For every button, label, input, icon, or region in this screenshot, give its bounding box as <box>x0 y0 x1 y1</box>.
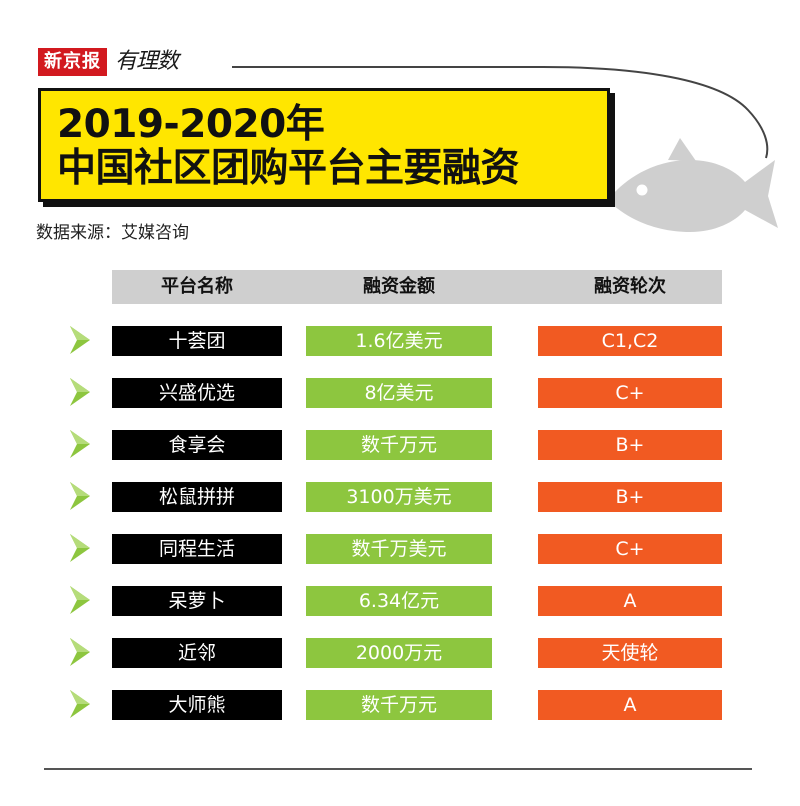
table-row: 松鼠拼拼 3100万美元 B+ <box>0 482 800 512</box>
funding-round: A <box>538 690 722 720</box>
platform-name: 同程生活 <box>112 534 282 564</box>
funding-round: C+ <box>538 378 722 408</box>
platform-name: 大师熊 <box>112 690 282 720</box>
footer-divider <box>44 768 752 770</box>
funding-amount: 2000万元 <box>306 638 492 668</box>
funding-round: A <box>538 586 722 616</box>
table-row: 兴盛优选 8亿美元 C+ <box>0 378 800 408</box>
title-line-1: 2019-2020年 <box>57 102 325 147</box>
funding-amount: 数千万元 <box>306 430 492 460</box>
title-line-2: 中国社区团购平台主要融资 <box>57 146 520 191</box>
arrow-icon <box>70 378 90 406</box>
platform-name: 近邻 <box>112 638 282 668</box>
table-row: 呆萝卜 6.34亿元 A <box>0 586 800 616</box>
funding-round: 天使轮 <box>538 638 722 668</box>
brand-name: 新京报 <box>38 48 107 76</box>
funding-amount: 8亿美元 <box>306 378 492 408</box>
funding-amount: 6.34亿元 <box>306 586 492 616</box>
arrow-icon <box>70 690 90 718</box>
header-amount: 融资金额 <box>363 276 435 297</box>
funding-amount: 1.6亿美元 <box>306 326 492 356</box>
brand-logo: 新京报 有理数 <box>38 48 179 76</box>
platform-name: 兴盛优选 <box>112 378 282 408</box>
table-row: 十荟团 1.6亿美元 C1,C2 <box>0 326 800 356</box>
funding-amount: 数千万美元 <box>306 534 492 564</box>
arrow-icon <box>70 326 90 354</box>
table-row: 同程生活 数千万美元 C+ <box>0 534 800 564</box>
arrow-icon <box>70 638 90 666</box>
table-row: 食享会 数千万元 B+ <box>0 430 800 460</box>
arrow-icon <box>70 586 90 614</box>
table-row: 大师熊 数千万元 A <box>0 690 800 720</box>
header-divider <box>232 66 532 68</box>
platform-name: 松鼠拼拼 <box>112 482 282 512</box>
header-round: 融资轮次 <box>594 276 666 297</box>
funding-round: B+ <box>538 482 722 512</box>
header-platform: 平台名称 <box>161 276 233 297</box>
arrow-icon <box>70 534 90 562</box>
arrow-icon <box>70 482 90 510</box>
platform-name: 十荟团 <box>112 326 282 356</box>
brand-sub: 有理数 <box>115 49 179 74</box>
arrow-icon <box>70 430 90 458</box>
table-header: 平台名称 融资金额 融资轮次 <box>112 270 722 304</box>
funding-round: C+ <box>538 534 722 564</box>
table-row: 近邻 2000万元 天使轮 <box>0 638 800 668</box>
funding-round: B+ <box>538 430 722 460</box>
funding-amount: 数千万元 <box>306 690 492 720</box>
platform-name: 食享会 <box>112 430 282 460</box>
funding-amount: 3100万美元 <box>306 482 492 512</box>
funding-round: C1,C2 <box>538 326 722 356</box>
data-source: 数据来源：艾媒咨询 <box>36 223 189 243</box>
title-box: 2019-2020年 中国社区团购平台主要融资 <box>38 88 610 202</box>
platform-name: 呆萝卜 <box>112 586 282 616</box>
